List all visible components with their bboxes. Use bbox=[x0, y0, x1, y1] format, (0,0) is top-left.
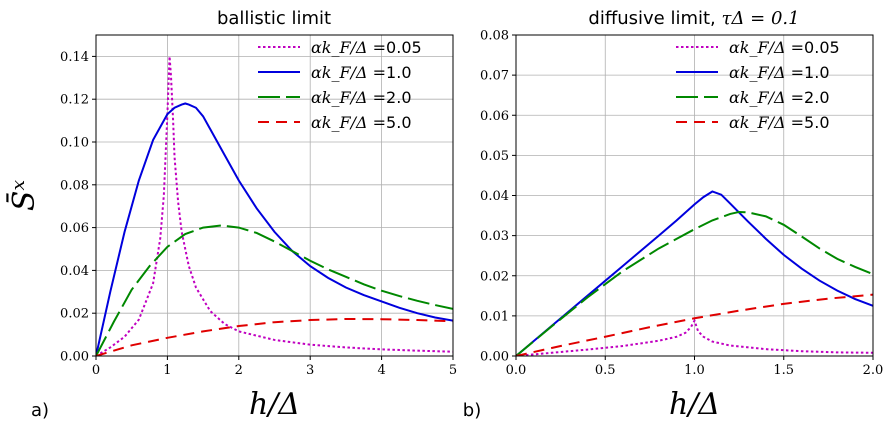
legend-label: αk_F/Δ =5.0 bbox=[311, 113, 412, 132]
y-tick-label: 0.12 bbox=[60, 93, 89, 108]
series-line-0 bbox=[516, 318, 873, 356]
series-line-0 bbox=[96, 56, 453, 356]
y-tick-label: 0.04 bbox=[60, 264, 89, 279]
y-tick-label: 0.06 bbox=[480, 109, 509, 124]
y-tick-label: 0.00 bbox=[480, 350, 509, 365]
y-tick-label: 0.08 bbox=[60, 178, 89, 193]
x-tick-label: 1.5 bbox=[773, 363, 794, 378]
x-tick-label: 2 bbox=[235, 363, 243, 378]
x-tick-label: 4 bbox=[377, 363, 385, 378]
y-tick-label: 0.07 bbox=[480, 69, 509, 84]
x-tick-label: 5 bbox=[449, 363, 457, 378]
y-tick-label: 0.01 bbox=[480, 309, 509, 324]
panel-label: b) bbox=[463, 400, 481, 421]
series-line-1 bbox=[516, 190, 873, 356]
series-line-2 bbox=[96, 224, 453, 356]
series-line-2 bbox=[516, 210, 873, 356]
y-tick-label: 0.14 bbox=[60, 50, 89, 65]
legend-label: αk_F/Δ =2.0 bbox=[311, 88, 412, 107]
legend-label: αk_F/Δ =0.05 bbox=[729, 38, 840, 57]
series-line-3 bbox=[96, 317, 453, 356]
legend: αk_F/Δ =0.05 αk_F/Δ =1.0 αk_F/Δ =2.0 αk_F/Δ… bbox=[676, 38, 840, 132]
x-axis-label: h/Δ bbox=[669, 387, 720, 422]
x-tick-label: 1.0 bbox=[684, 363, 705, 378]
y-tick-label: 0.03 bbox=[480, 229, 509, 244]
y-tick-label: 0.08 bbox=[480, 29, 509, 44]
legend-label: αk_F/Δ =2.0 bbox=[729, 88, 830, 107]
legend: αk_F/Δ =0.05 αk_F/Δ =1.0 αk_F/Δ =2.0 αk_F/Δ… bbox=[258, 38, 422, 132]
x-tick-label: 0 bbox=[92, 363, 100, 378]
chart-title: diffusive limit, τΔ = 0.1 bbox=[588, 8, 799, 29]
legend-label: αk_F/Δ =1.0 bbox=[729, 63, 830, 82]
x-tick-label: 0.0 bbox=[506, 363, 527, 378]
y-tick-label: 0.06 bbox=[60, 221, 89, 236]
y-axis-label: S̄ˣ bbox=[6, 180, 42, 212]
chart-title: ballistic limit bbox=[217, 8, 331, 29]
y-tick-label: 0.05 bbox=[480, 149, 509, 164]
legend-label: αk_F/Δ =1.0 bbox=[311, 63, 412, 82]
panel-b: 0.0 0.5 1.0 1.5 2.0 0.00 0.01 0.02 0.03 0.04 0.05 0… bbox=[463, 8, 884, 422]
y-tick-label: 0.10 bbox=[60, 136, 89, 151]
x-tick-label: 1 bbox=[163, 363, 171, 378]
legend-label: αk_F/Δ =0.05 bbox=[311, 38, 422, 57]
panel-label: a) bbox=[31, 400, 49, 421]
y-tick-label: 0.04 bbox=[480, 189, 509, 204]
panel-a: 0 1 2 3 4 5 0.00 0.02 0.04 0.06 0.08 0.10 0.12 0.14 ba… bbox=[6, 8, 458, 422]
series-line-1 bbox=[96, 102, 453, 356]
y-tick-label: 0.00 bbox=[60, 350, 89, 365]
x-tick-label: 2.0 bbox=[863, 363, 884, 378]
y-tick-label: 0.02 bbox=[480, 269, 509, 284]
y-tick-label: 0.02 bbox=[60, 307, 89, 322]
x-tick-label: 3 bbox=[306, 363, 314, 378]
plot-frame bbox=[95, 34, 454, 357]
x-axis-label: h/Δ bbox=[249, 387, 300, 422]
x-tick-label: 0.5 bbox=[595, 363, 616, 378]
legend-label: αk_F/Δ =5.0 bbox=[729, 113, 830, 132]
series-line-3 bbox=[516, 293, 873, 356]
